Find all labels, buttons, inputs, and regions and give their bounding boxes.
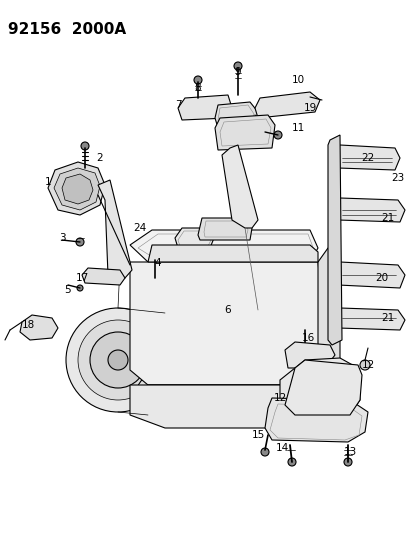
Text: 2: 2 (97, 153, 103, 163)
Circle shape (273, 131, 281, 139)
Circle shape (304, 97, 314, 107)
Text: 19: 19 (303, 103, 316, 113)
Text: 22: 22 (361, 153, 374, 163)
Polygon shape (98, 180, 132, 282)
Polygon shape (130, 230, 317, 262)
Text: 7: 7 (174, 100, 181, 110)
Polygon shape (82, 268, 125, 285)
Polygon shape (327, 135, 341, 345)
Circle shape (144, 381, 171, 409)
Text: 3: 3 (59, 233, 65, 243)
Circle shape (386, 153, 396, 163)
Text: 9: 9 (234, 67, 241, 77)
Circle shape (77, 285, 83, 291)
Circle shape (343, 458, 351, 466)
Polygon shape (289, 366, 353, 416)
Circle shape (272, 393, 282, 403)
Ellipse shape (170, 367, 185, 376)
Circle shape (154, 335, 175, 355)
Text: 10: 10 (291, 75, 304, 85)
Circle shape (151, 254, 159, 262)
Polygon shape (147, 245, 317, 262)
Circle shape (76, 238, 84, 246)
Circle shape (66, 308, 170, 412)
Text: 6: 6 (224, 305, 231, 315)
Polygon shape (334, 262, 404, 288)
Circle shape (152, 267, 158, 273)
Polygon shape (334, 145, 399, 170)
Text: 23: 23 (390, 173, 404, 183)
Text: 13: 13 (342, 447, 356, 457)
Circle shape (149, 264, 161, 276)
Text: 14: 14 (275, 443, 288, 453)
Polygon shape (214, 115, 274, 150)
Text: 11: 11 (291, 123, 304, 133)
Polygon shape (284, 342, 334, 368)
Circle shape (359, 360, 369, 370)
Polygon shape (175, 228, 214, 248)
Text: 92156  2000A: 92156 2000A (8, 22, 126, 37)
Text: 4: 4 (154, 258, 161, 268)
Ellipse shape (289, 367, 305, 376)
Ellipse shape (247, 365, 268, 379)
Polygon shape (54, 168, 100, 210)
Polygon shape (284, 360, 361, 415)
Circle shape (78, 320, 158, 400)
Circle shape (136, 373, 180, 417)
Polygon shape (317, 248, 339, 385)
Circle shape (194, 76, 202, 84)
Polygon shape (48, 162, 105, 215)
Text: 5: 5 (64, 285, 71, 295)
Circle shape (299, 323, 309, 333)
Circle shape (84, 274, 92, 282)
Circle shape (90, 332, 146, 388)
Circle shape (142, 323, 187, 367)
Polygon shape (130, 262, 327, 385)
Text: 17: 17 (75, 273, 88, 283)
Text: 15: 15 (251, 430, 264, 440)
Polygon shape (130, 385, 329, 428)
Ellipse shape (286, 365, 308, 379)
Text: 18: 18 (21, 320, 35, 330)
Polygon shape (221, 145, 257, 228)
Circle shape (233, 62, 242, 70)
Ellipse shape (166, 365, 189, 379)
Polygon shape (334, 308, 404, 330)
Ellipse shape (249, 367, 266, 376)
Text: 12: 12 (273, 393, 286, 403)
Circle shape (390, 205, 400, 215)
Circle shape (260, 448, 268, 456)
Polygon shape (197, 218, 252, 240)
Text: 24: 24 (133, 223, 146, 233)
Polygon shape (62, 174, 93, 204)
Text: 1: 1 (45, 177, 51, 187)
Circle shape (108, 350, 128, 370)
Polygon shape (264, 398, 367, 442)
Polygon shape (214, 102, 257, 128)
Polygon shape (279, 358, 359, 422)
Circle shape (287, 458, 295, 466)
Text: 16: 16 (301, 333, 314, 343)
Circle shape (133, 313, 197, 377)
Polygon shape (147, 385, 317, 400)
Text: 21: 21 (380, 313, 394, 323)
Ellipse shape (206, 365, 228, 379)
Polygon shape (254, 92, 319, 118)
Text: 12: 12 (361, 360, 374, 370)
Text: 20: 20 (375, 273, 388, 283)
Polygon shape (334, 198, 404, 222)
Text: 8: 8 (194, 83, 201, 93)
Circle shape (81, 142, 89, 150)
Text: 21: 21 (380, 213, 394, 223)
Polygon shape (20, 315, 58, 340)
Ellipse shape (209, 367, 225, 376)
Polygon shape (178, 95, 231, 120)
Circle shape (266, 126, 273, 134)
